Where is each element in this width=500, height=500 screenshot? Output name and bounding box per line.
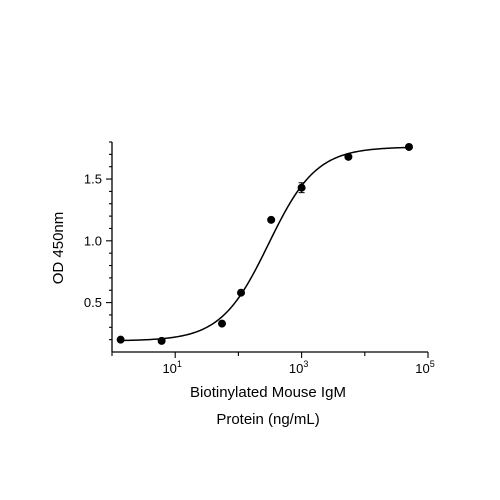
y-tick-label: 1.5 bbox=[84, 172, 102, 187]
data-point bbox=[217, 319, 226, 328]
x-tick-label: 105 bbox=[415, 359, 434, 376]
x-tick-label: 101 bbox=[162, 359, 181, 376]
data-point bbox=[237, 288, 246, 297]
x-axis-title-line2: Protein (ng/mL) bbox=[216, 411, 319, 428]
fit-curve-layer bbox=[120, 146, 409, 342]
data-point bbox=[404, 142, 413, 151]
fit-curve bbox=[120, 146, 409, 342]
axes: 0.5 1.0 1.5 101 103 105 bbox=[84, 141, 435, 376]
data-point bbox=[267, 215, 276, 224]
y-axis-title: OD 450nm bbox=[50, 212, 67, 285]
y-tick-label: 1.0 bbox=[84, 233, 102, 248]
x-axis-title-line1: Biotinylated Mouse IgM bbox=[190, 384, 346, 401]
data-point bbox=[157, 336, 166, 345]
y-tick-label: 0.5 bbox=[84, 295, 102, 310]
data-point bbox=[344, 152, 353, 161]
data-point bbox=[297, 183, 306, 192]
data-point bbox=[116, 335, 125, 344]
data-points bbox=[116, 142, 413, 345]
x-tick-label: 103 bbox=[289, 359, 308, 376]
